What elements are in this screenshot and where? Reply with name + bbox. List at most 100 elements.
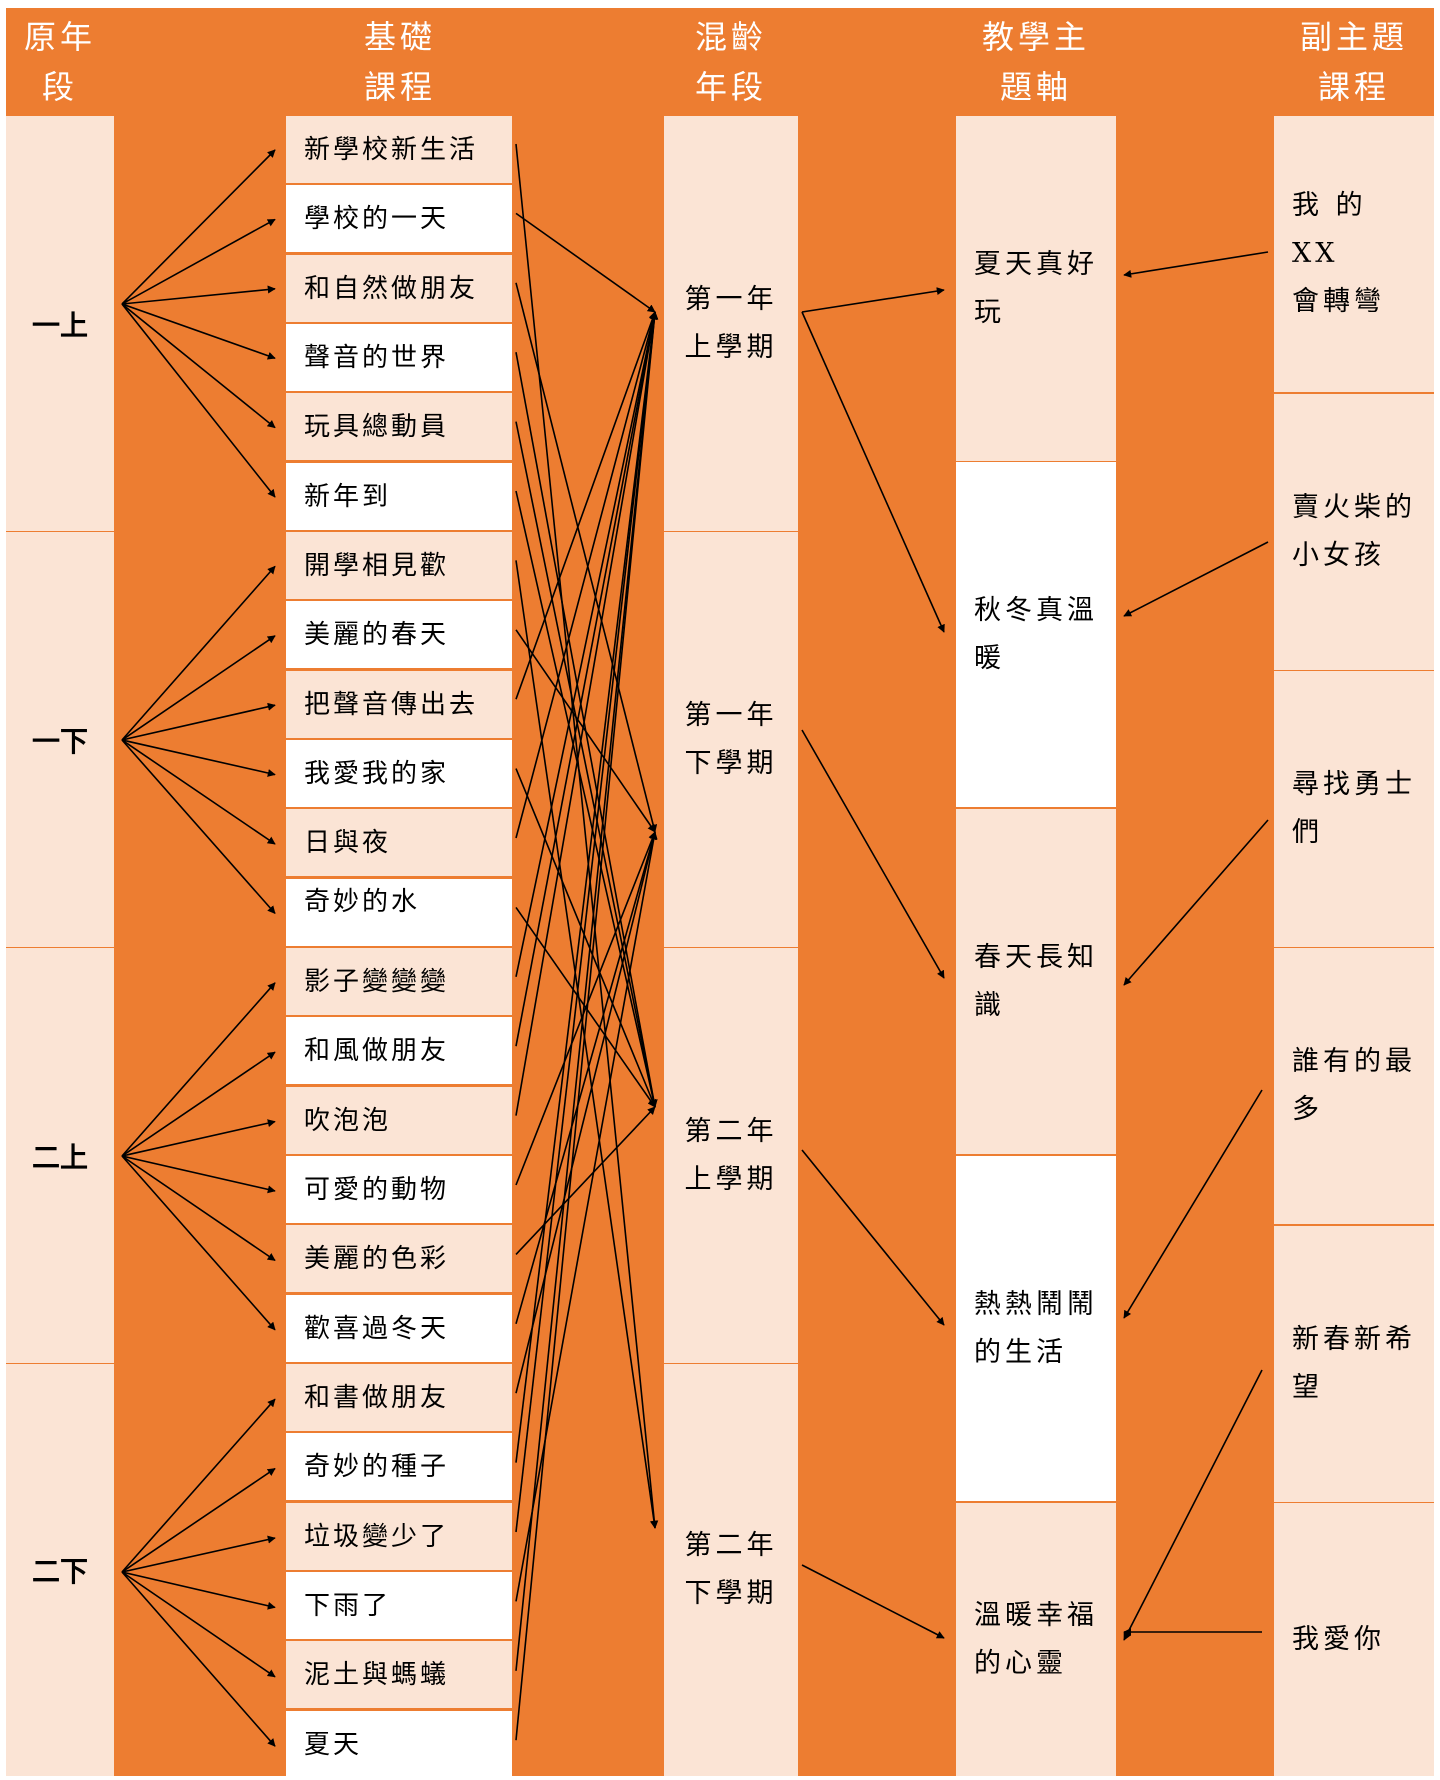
header-theme-axis-line2: 題軸 — [999, 68, 1072, 106]
course-cell: 美麗的色彩 — [286, 1225, 512, 1292]
course-label: 影子變變變 — [304, 967, 450, 997]
theme-cell: 夏天真好玩 — [956, 116, 1116, 461]
course-cell: 垃圾變少了 — [286, 1503, 512, 1570]
course-label: 玩具總動員 — [304, 412, 450, 442]
grade-course-arrow — [121, 1571, 276, 1610]
grade-course-arrow — [121, 303, 276, 498]
header-theme-axis: 教學主 題軸 — [956, 12, 1116, 112]
term-theme-arrow — [801, 729, 945, 979]
mixed-term-year: 第二年 — [684, 1530, 778, 1561]
course-label: 和風做朋友 — [304, 1036, 450, 1066]
course-cell: 美麗的春天 — [286, 601, 512, 668]
course-label: 和自然做朋友 — [304, 274, 479, 304]
course-label: 和書做朋友 — [304, 1383, 450, 1413]
grade-course-arrow — [121, 1051, 276, 1157]
mixed-term-cell: 第二年 下學期 — [664, 1364, 798, 1776]
mixed-term-semester: 下學期 — [684, 1578, 778, 1609]
course-term-arrow — [515, 768, 656, 1108]
grade-course-arrow — [121, 149, 276, 305]
course-label: 吹泡泡 — [304, 1106, 392, 1136]
subtheme-line: 我愛你 — [1292, 1623, 1385, 1655]
grade-label-2b: 二下 — [31, 1555, 88, 1588]
mixed-term-cell: 第二年 上學期 — [664, 948, 798, 1363]
course-cell: 和自然做朋友 — [286, 255, 512, 322]
term-theme-arrow — [801, 1149, 945, 1326]
course-label: 日與夜 — [304, 828, 392, 858]
grade-course-arrow — [121, 1119, 276, 1157]
grade-course-arrow — [121, 1571, 276, 1747]
course-cell: 可愛的動物 — [286, 1156, 512, 1223]
grade-course-arrow — [121, 1155, 276, 1262]
course-cell: 夏天 — [286, 1711, 512, 1776]
course-term-arrow — [515, 311, 658, 1116]
course-label: 下雨了 — [304, 1591, 392, 1621]
course-label: 開學相見歡 — [304, 551, 450, 581]
grade-course-arrow — [121, 218, 276, 305]
course-term-arrow — [515, 560, 658, 1529]
header-sub-theme-line2: 課程 — [1317, 68, 1390, 106]
theme-line: 識 — [974, 989, 1005, 1021]
subtheme-cell: 尋找勇士們 — [1274, 671, 1434, 948]
subtheme-line: 會轉彎 — [1292, 286, 1385, 317]
theme-line: 熱熱鬧鬧 — [974, 1288, 1098, 1320]
course-cell: 吹泡泡 — [286, 1087, 512, 1154]
theme-cell: 溫暖幸福 的心靈 — [956, 1503, 1116, 1776]
course-cell: 日與夜 — [286, 809, 512, 876]
grade-course-arrow — [121, 303, 276, 429]
subtheme-line: 我 的 XX — [1292, 190, 1367, 269]
course-cell: 新年到 — [286, 463, 512, 530]
course-cell: 奇妙的水 — [286, 879, 512, 946]
subtheme-theme-arrow — [1123, 1369, 1263, 1641]
term-theme-arrow — [801, 1564, 945, 1639]
course-term-arrow — [515, 212, 656, 313]
course-term-arrow — [515, 311, 659, 1741]
course-term-arrow — [515, 311, 659, 1533]
subtheme-line: 望 — [1292, 1372, 1323, 1403]
subtheme-cell: 新春新希望 — [1274, 1226, 1434, 1503]
mixed-term-semester: 上學期 — [684, 1163, 778, 1195]
course-term-arrow — [515, 311, 659, 1671]
term-theme-arrow — [801, 311, 945, 633]
theme-cell: 秋冬真溫暖 — [956, 462, 1116, 807]
header-mixed-age-line1: 混齡 — [694, 18, 767, 56]
grade-label-1b: 一下 — [31, 724, 88, 758]
subtheme-cell: 賣火柴的 小女孩 — [1274, 394, 1434, 671]
grade-cell-2a: 二上 — [6, 948, 114, 1364]
course-label: 把聲音傳出去 — [304, 690, 479, 720]
grade-course-arrow — [121, 1571, 276, 1678]
grade-cell-2b: 二下 — [6, 1364, 114, 1776]
subtheme-line: 賣火柴的 — [1292, 492, 1416, 523]
mixed-term-year: 第一年 — [684, 699, 778, 731]
grade-label-2a: 二上 — [31, 1140, 88, 1174]
course-cell: 把聲音傳出去 — [286, 671, 512, 738]
course-term-arrow — [515, 311, 658, 839]
grade-cell-1b: 一下 — [6, 532, 114, 948]
subtheme-line: 新春新希 — [1292, 1324, 1416, 1355]
course-cell: 下雨了 — [286, 1572, 512, 1639]
subtheme-theme-arrow — [1123, 819, 1269, 986]
course-term-arrow — [515, 311, 658, 1047]
mixed-term-year: 第二年 — [684, 1115, 778, 1147]
subtheme-theme-arrow — [1123, 1089, 1263, 1319]
course-cell: 開學相見歡 — [286, 532, 512, 599]
theme-line: 玩 — [974, 296, 1005, 328]
grade-course-arrow — [121, 565, 276, 741]
course-term-arrow — [515, 311, 659, 1463]
course-label: 奇妙的種子 — [304, 1452, 450, 1482]
course-label: 泥土與螞蟻 — [304, 1660, 450, 1690]
course-cell: 歡喜過冬天 — [286, 1295, 512, 1362]
header-original-grade: 原年 段 — [6, 12, 114, 112]
course-label: 美麗的春天 — [304, 620, 450, 650]
grade-course-arrow — [121, 1155, 276, 1194]
theme-cell: 熱熱鬧鬧 的生活 — [956, 1156, 1116, 1501]
course-term-arrow — [515, 311, 658, 977]
course-term-arrow — [515, 831, 657, 1325]
course-label: 夏天 — [304, 1730, 363, 1760]
grade-course-arrow — [121, 1535, 276, 1573]
course-label: 歡喜過冬天 — [304, 1314, 450, 1344]
header-basic-course: 基礎 課程 — [300, 12, 500, 112]
grade-course-arrow — [121, 739, 276, 914]
course-term-arrow — [515, 831, 658, 1394]
